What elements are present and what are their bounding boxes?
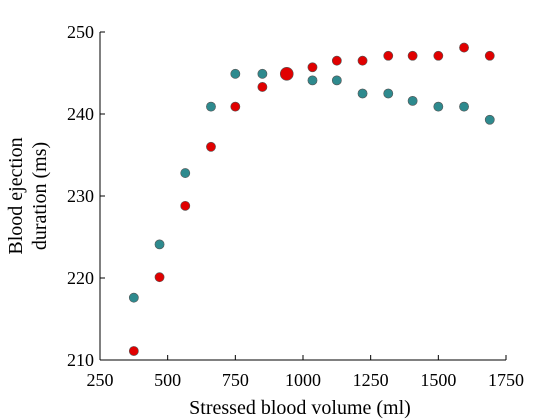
data-point [433,101,444,112]
y-tick-label: 250 [67,22,94,42]
data-point [128,346,139,356]
data-point [383,88,394,99]
x-tick-label: 1000 [285,370,321,390]
data-point [331,55,342,66]
x-axis-label: Stressed blood volume (ml) [189,397,411,419]
data-point [154,272,165,283]
data-point [407,50,418,61]
data-point [180,168,191,178]
data-point [154,239,165,250]
data-point [230,68,241,79]
data-point [484,114,495,125]
data-point [459,101,469,112]
data-point [128,292,139,303]
x-tick-label: 1750 [488,370,524,390]
data-point [383,50,394,61]
x-tick-label: 750 [222,370,249,390]
y-axis-label: Blood ejection duration (ms) [5,137,51,254]
x-tick-label: 1500 [420,370,456,390]
y-axis-label-line-1: Blood ejection [5,137,27,254]
data-point [279,67,294,81]
data-point [257,68,268,79]
data-point [407,95,418,106]
data-point [180,200,191,211]
data-point [459,42,469,53]
y-tick-label: 220 [67,268,94,288]
axes: 250 500 750 1000 1250 1500 1750 210 220 230 240 250 [67,22,524,390]
data-point [206,101,216,112]
data-point [433,50,444,61]
data-point [206,141,216,152]
y-tick-label: 240 [67,104,94,124]
data-points [128,42,495,356]
data-point [230,101,241,112]
data-point [257,82,268,92]
y-tick-label: 210 [67,350,94,370]
series-1 [128,68,495,303]
y-tick-label: 230 [67,186,94,206]
series-2 [128,42,495,356]
data-point [357,88,368,99]
data-point [484,50,495,61]
data-point [307,75,318,86]
x-tick-label: 1250 [353,370,389,390]
y-axis-label-line-2: duration (ms) [29,142,51,250]
x-tick-label: 250 [87,370,114,390]
data-point [357,55,368,66]
data-point [331,75,342,86]
data-point [307,62,318,73]
x-tick-label: 500 [154,370,181,390]
